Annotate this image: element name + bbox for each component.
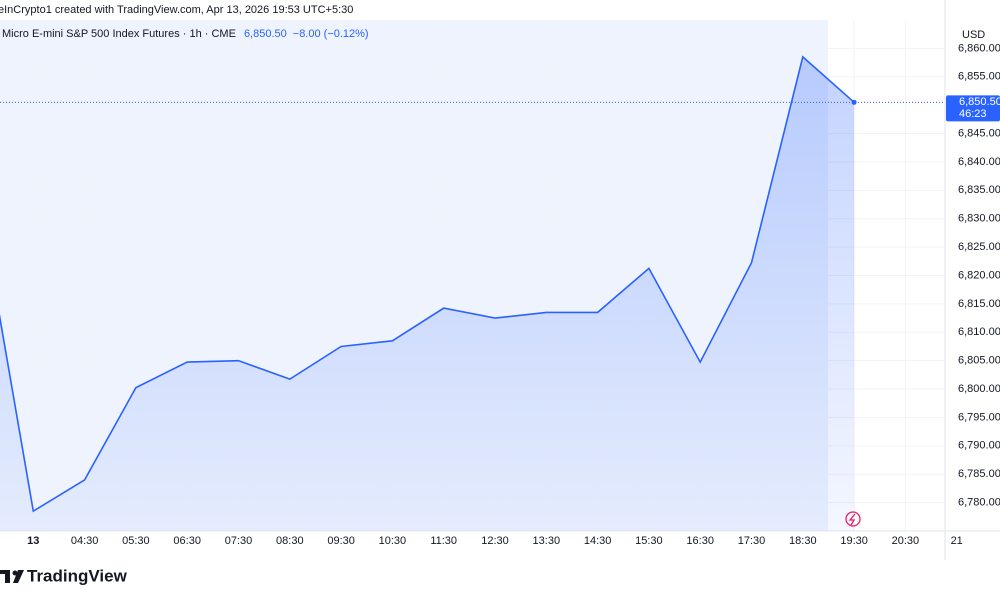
x-tick-label: 21 bbox=[951, 535, 963, 547]
legend-change: −8.00 (−0.12%) bbox=[293, 28, 369, 40]
header: eInCrypto1 created with TradingView.com,… bbox=[0, 4, 353, 16]
y-tick-label: 6,835.00 bbox=[958, 184, 1000, 196]
last-price-label: 6,850.50 bbox=[959, 96, 1000, 108]
x-tick-label: 06:30 bbox=[173, 535, 201, 547]
x-tick-label: 18:30 bbox=[789, 535, 817, 547]
x-tick-label: 11:30 bbox=[430, 535, 457, 547]
x-tick-label: 16:30 bbox=[686, 535, 714, 547]
x-tick-label: 14:30 bbox=[584, 535, 612, 547]
x-tick-label: 20:30 bbox=[892, 535, 920, 547]
area-fill bbox=[0, 56, 855, 531]
last-price-box bbox=[946, 95, 1000, 122]
y-tick-label: 6,810.00 bbox=[958, 326, 1000, 338]
x-tick-label: 15:30 bbox=[635, 535, 663, 547]
x-tick-label: 07:30 bbox=[225, 535, 253, 547]
chart-title: Micro E-mini S&P 500 Index Futures · 1h … bbox=[2, 28, 236, 40]
y-tick-label: 6,855.00 bbox=[958, 71, 1000, 83]
y-tick-label: 6,830.00 bbox=[958, 213, 1000, 225]
y-tick-label: 6,800.00 bbox=[958, 383, 1000, 395]
y-tick-label: 6,805.00 bbox=[958, 355, 1000, 367]
x-tick-label: 19:30 bbox=[840, 535, 868, 547]
x-tick-label: 17:30 bbox=[738, 535, 766, 547]
last-point bbox=[851, 99, 857, 105]
countdown: 46:23 bbox=[959, 108, 987, 120]
y-tick-label: 6,840.00 bbox=[958, 156, 1000, 168]
y-tick-label: 6,860.00 bbox=[958, 42, 1000, 54]
y-tick-label: 6,785.00 bbox=[958, 468, 1000, 480]
y-tick-label: 6,780.00 bbox=[958, 497, 1000, 509]
x-tick-label: 13 bbox=[27, 535, 39, 547]
x-tick-label: 10:30 bbox=[379, 535, 407, 547]
y-tick-label: 6,815.00 bbox=[958, 298, 1000, 310]
x-tick-label: 05:30 bbox=[122, 535, 150, 547]
price-line bbox=[0, 55, 855, 513]
x-tick-label: 13:30 bbox=[533, 535, 561, 547]
y-tick-label: 6,795.00 bbox=[958, 411, 1000, 423]
x-tick-label: 04:30 bbox=[71, 535, 99, 547]
x-tick-label: 09:30 bbox=[327, 535, 355, 547]
brand-name: TradingView bbox=[27, 566, 128, 585]
y-tick-label: 6,845.00 bbox=[958, 127, 1000, 139]
currency: USD bbox=[962, 29, 985, 41]
x-tick-label: 08:30 bbox=[276, 535, 304, 547]
event-icon[interactable] bbox=[845, 511, 861, 527]
y-tick-label: 6,820.00 bbox=[958, 269, 1000, 281]
y-tick-label: 6,825.00 bbox=[958, 241, 1000, 253]
x-tick-label: 12:30 bbox=[481, 535, 509, 547]
y-tick-label: 6,790.00 bbox=[958, 440, 1000, 452]
event-icon-bolt bbox=[848, 513, 856, 526]
brand-logo bbox=[0, 570, 24, 583]
legend-last-price: 6,850.50 bbox=[244, 28, 287, 40]
